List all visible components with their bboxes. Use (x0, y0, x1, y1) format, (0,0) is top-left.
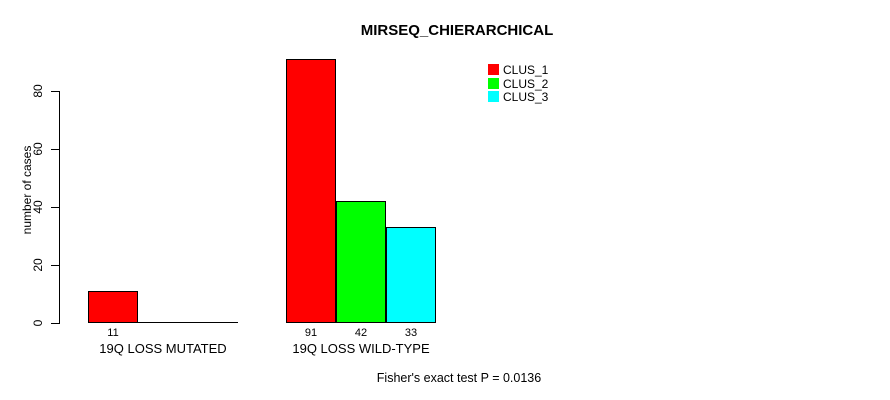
annotation-text: Fisher's exact test P = 0.0136 (376, 371, 542, 385)
bar-value-label: 91 (304, 327, 318, 339)
y-tick (51, 323, 59, 324)
y-axis-line (59, 91, 60, 324)
y-tick (51, 149, 59, 150)
y-tick-label: 60 (31, 142, 45, 156)
bar-clus_2-group1 (336, 201, 386, 323)
y-tick-label: 80 (31, 84, 45, 98)
y-tick-label: 40 (31, 200, 45, 214)
bar-clus_1-group1 (286, 59, 336, 323)
y-tick-label: 20 (31, 258, 45, 272)
y-tick (51, 207, 59, 208)
chart-title: MIRSEQ_CHIERARCHICAL (360, 22, 554, 39)
y-tick (51, 91, 59, 92)
bar-clus_3-group1 (386, 227, 436, 323)
bar-value-label: 42 (354, 327, 368, 339)
bar-clus_2-group0 (138, 322, 188, 323)
x-category-label: 19Q LOSS WILD-TYPE (292, 341, 430, 356)
bar-clus_3-group0 (188, 322, 238, 323)
bar-value-label: 11 (107, 327, 119, 339)
bar-clus_1-group0 (88, 291, 138, 323)
y-tick-label: 0 (31, 319, 45, 327)
y-tick (51, 265, 59, 266)
bar-value-label: 33 (404, 327, 418, 339)
x-category-label: 19Q LOSS MUTATED (99, 341, 227, 356)
